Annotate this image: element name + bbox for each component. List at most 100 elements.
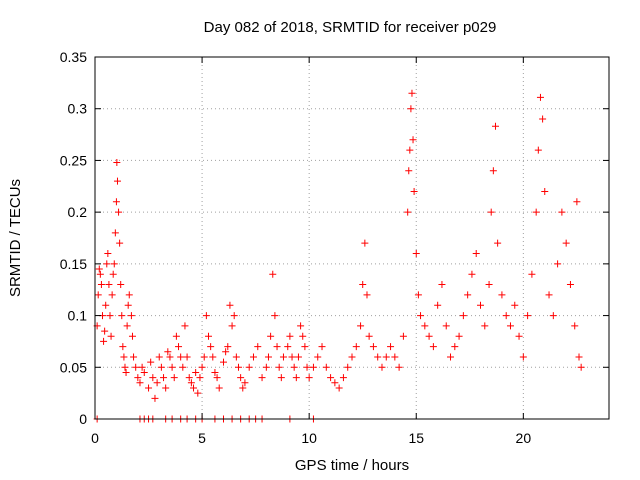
data-point — [211, 368, 219, 376]
data-point — [429, 343, 437, 351]
data-point — [128, 332, 136, 340]
data-point — [100, 337, 108, 345]
data-point — [267, 332, 275, 340]
data-point — [136, 379, 144, 387]
data-point — [183, 353, 191, 361]
data-point — [96, 270, 104, 278]
data-point — [230, 312, 238, 320]
data-point — [491, 122, 499, 130]
data-point — [127, 312, 135, 320]
x-tick-label: 0 — [91, 430, 99, 446]
data-point — [271, 312, 279, 320]
data-point — [294, 353, 302, 361]
data-point — [502, 312, 510, 320]
data-point — [192, 368, 200, 376]
data-point — [481, 322, 489, 330]
data-point — [107, 332, 115, 340]
data-point — [412, 250, 420, 258]
data-point — [494, 239, 502, 247]
data-point — [414, 291, 422, 299]
data-point — [288, 353, 296, 361]
y-tick-label: 0 — [79, 411, 87, 427]
data-point — [120, 353, 128, 361]
data-point — [536, 93, 544, 101]
data-point — [344, 363, 352, 371]
data-point — [153, 379, 161, 387]
data-point — [277, 374, 285, 382]
data-point — [123, 322, 131, 330]
data-point — [369, 343, 377, 351]
data-point — [292, 374, 300, 382]
data-point — [562, 239, 570, 247]
data-point — [170, 374, 178, 382]
data-point — [121, 363, 129, 371]
data-point — [245, 363, 253, 371]
x-tick-label: 10 — [301, 430, 317, 446]
data-point — [157, 363, 165, 371]
data-point — [196, 374, 204, 382]
data-point — [162, 384, 170, 392]
data-point — [149, 374, 157, 382]
data-point — [102, 301, 110, 309]
y-tick-label: 0.2 — [68, 204, 88, 220]
y-axis-title: SRMTID / TECUs — [7, 179, 24, 297]
data-point — [284, 343, 292, 351]
data-point — [234, 363, 242, 371]
data-point — [361, 239, 369, 247]
data-point — [103, 260, 111, 268]
data-point — [524, 312, 532, 320]
data-point — [357, 322, 365, 330]
data-point — [549, 312, 557, 320]
data-point — [305, 374, 313, 382]
data-point — [226, 301, 234, 309]
data-point — [241, 379, 249, 387]
data-point — [374, 353, 382, 361]
data-point — [147, 358, 155, 366]
data-point — [421, 322, 429, 330]
data-point — [532, 208, 540, 216]
data-point — [566, 281, 574, 289]
data-point — [222, 348, 230, 356]
data-point — [468, 270, 476, 278]
data-point — [101, 327, 109, 335]
data-point — [164, 348, 172, 356]
data-point — [459, 312, 467, 320]
x-tick-label: 5 — [198, 430, 206, 446]
data-point — [118, 312, 126, 320]
data-point — [451, 343, 459, 351]
data-point — [511, 301, 519, 309]
data-point — [339, 374, 347, 382]
data-point — [515, 332, 523, 340]
data-point — [220, 358, 227, 366]
data-point — [573, 198, 581, 206]
data-point — [405, 167, 413, 175]
data-point — [109, 270, 117, 278]
data-point — [172, 332, 180, 340]
data-point — [442, 322, 450, 330]
data-point — [541, 187, 549, 195]
data-point — [577, 363, 585, 371]
data-point — [111, 229, 119, 237]
data-point — [506, 322, 514, 330]
data-point — [124, 301, 132, 309]
data-point — [237, 374, 245, 382]
data-point — [138, 363, 146, 371]
data-point — [410, 187, 418, 195]
data-point — [94, 291, 102, 299]
data-point — [117, 281, 125, 289]
data-point — [438, 281, 446, 289]
data-point — [489, 167, 497, 175]
data-point — [571, 322, 579, 330]
data-point — [166, 353, 174, 361]
data-point — [314, 353, 322, 361]
data-point — [113, 158, 121, 166]
data-point — [140, 368, 148, 376]
data-point — [108, 291, 116, 299]
axis-ticks: 0 0.05 0.1 0.15 0.2 0.25 0.3 0.35 0 5 10 15 20 — [60, 49, 609, 446]
data-point — [125, 291, 133, 299]
data-point — [382, 353, 390, 361]
data-point — [487, 208, 495, 216]
data-point — [378, 363, 386, 371]
data-point — [409, 136, 417, 144]
data-point — [106, 312, 114, 320]
